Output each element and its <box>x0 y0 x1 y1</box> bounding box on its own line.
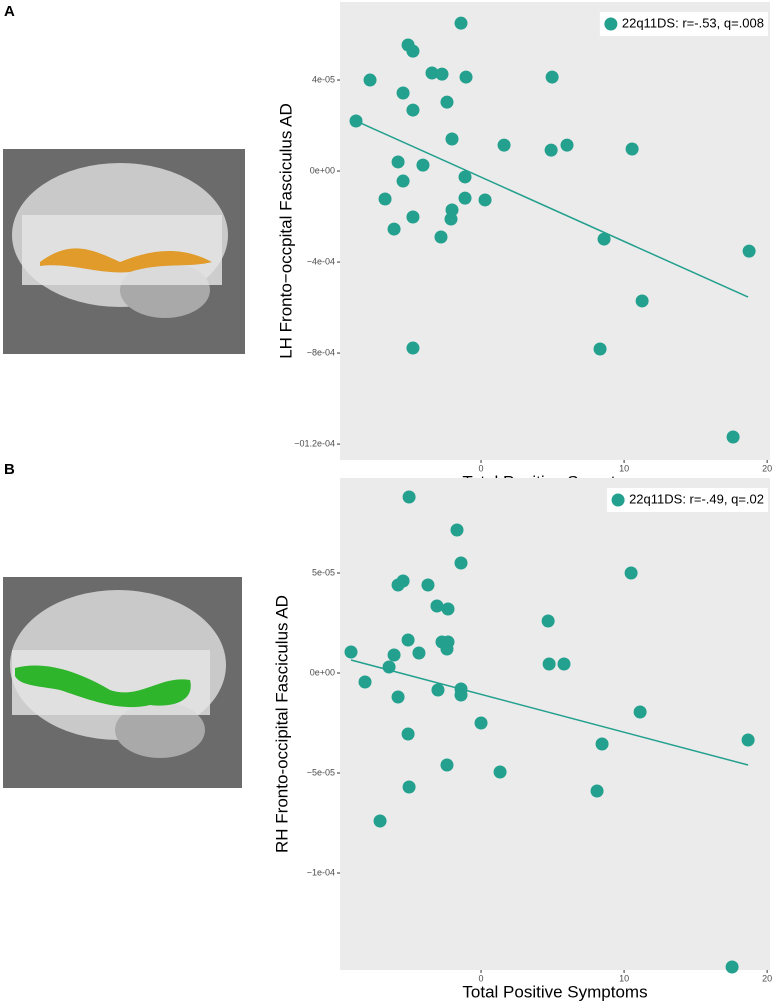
data-point <box>445 132 459 146</box>
data-point <box>440 642 454 656</box>
x-tick-label: 10 <box>619 463 629 473</box>
data-point <box>378 192 392 206</box>
data-point <box>406 210 420 224</box>
data-point <box>454 16 468 30</box>
data-point <box>459 70 473 84</box>
data-point <box>391 578 405 592</box>
data-point <box>440 95 454 109</box>
regression-line <box>355 120 749 298</box>
data-point <box>590 784 604 798</box>
data-point <box>726 430 740 444</box>
data-point <box>396 174 410 188</box>
x-tick-label: 20 <box>762 463 772 473</box>
x-axis-title: Total Positive Symptoms <box>462 982 647 1001</box>
data-point <box>435 67 449 81</box>
y-tick-label: −5e-05 <box>307 767 335 777</box>
data-point <box>595 737 609 751</box>
y-tick-label: −4e-04 <box>307 256 335 266</box>
brain-image <box>3 577 242 788</box>
y-tick-label: 5e-05 <box>312 567 335 577</box>
y-axis-title: RH Fronto-occipital Fasciculus AD <box>272 595 291 853</box>
data-point <box>396 86 410 100</box>
legend-label: 22q11DS: r=-.49, q=.02 <box>629 491 764 506</box>
plot-background <box>340 478 770 970</box>
data-point <box>358 675 372 689</box>
x-tick-label: 0 <box>479 463 484 473</box>
data-point <box>493 765 507 779</box>
data-point <box>425 66 439 80</box>
data-point <box>402 490 416 504</box>
y-axis-title: LH Fronto−occpital Fasciculus AD <box>276 103 295 359</box>
data-point <box>373 814 387 828</box>
data-point <box>593 342 607 356</box>
data-point <box>431 683 445 697</box>
plot-background <box>340 2 770 460</box>
legend-box <box>607 488 768 512</box>
data-point <box>560 138 574 152</box>
data-point <box>624 566 638 580</box>
x-tick-label: 10 <box>619 973 629 983</box>
data-point <box>545 70 559 84</box>
data-point <box>474 716 488 730</box>
data-point <box>406 103 420 117</box>
data-point <box>742 244 756 258</box>
data-point <box>454 688 468 702</box>
data-point <box>391 690 405 704</box>
data-point <box>412 646 426 660</box>
data-point <box>450 523 464 537</box>
data-point <box>406 44 420 58</box>
data-point <box>741 733 755 747</box>
data-point <box>544 143 558 157</box>
data-point <box>387 222 401 236</box>
data-point <box>406 341 420 355</box>
data-point <box>454 556 468 570</box>
data-point <box>478 193 492 207</box>
data-point <box>542 657 556 671</box>
data-point <box>401 727 415 741</box>
legend: 22q11DS: r=-.49, q=.02 <box>607 488 768 512</box>
panel-label: A <box>4 3 15 20</box>
data-point <box>635 294 649 308</box>
y-tick-label: 0e+00 <box>310 667 335 677</box>
data-point <box>557 657 571 671</box>
data-point <box>434 230 448 244</box>
x-tick-label: 0 <box>479 973 484 983</box>
data-point <box>344 645 358 659</box>
y-tick-label: −8e-04 <box>307 347 335 357</box>
legend-label: 22q11DS: r=-.53, q=.008 <box>622 15 764 30</box>
data-point <box>401 633 415 647</box>
legend: 22q11DS: r=-.53, q=.008 <box>599 12 768 36</box>
data-point <box>444 212 458 226</box>
data-point <box>633 705 647 719</box>
data-point <box>387 648 401 662</box>
data-point <box>421 578 435 592</box>
data-point <box>440 758 454 772</box>
regression-line <box>350 659 749 766</box>
data-point <box>541 614 555 628</box>
y-tick-label: −1e-04 <box>307 867 335 877</box>
data-point <box>458 191 472 205</box>
y-tick-label: 4e-05 <box>312 74 335 84</box>
data-point <box>625 142 639 156</box>
brain-image <box>3 149 245 354</box>
data-point <box>430 599 444 613</box>
data-point <box>725 960 739 974</box>
data-point <box>441 602 455 616</box>
y-tick-label: −01.2e-04 <box>294 438 335 448</box>
data-point <box>416 158 430 172</box>
y-tick-label: 0e+00 <box>310 165 335 175</box>
panel-label: B <box>4 461 15 478</box>
legend-marker <box>604 17 618 31</box>
x-tick-label: 20 <box>762 973 772 983</box>
data-point <box>363 73 377 87</box>
data-point <box>391 155 405 169</box>
legend-box <box>599 12 768 36</box>
data-point <box>458 170 472 184</box>
data-point <box>597 232 611 246</box>
data-point <box>402 780 416 794</box>
legend-marker <box>611 493 625 507</box>
data-point <box>497 138 511 152</box>
